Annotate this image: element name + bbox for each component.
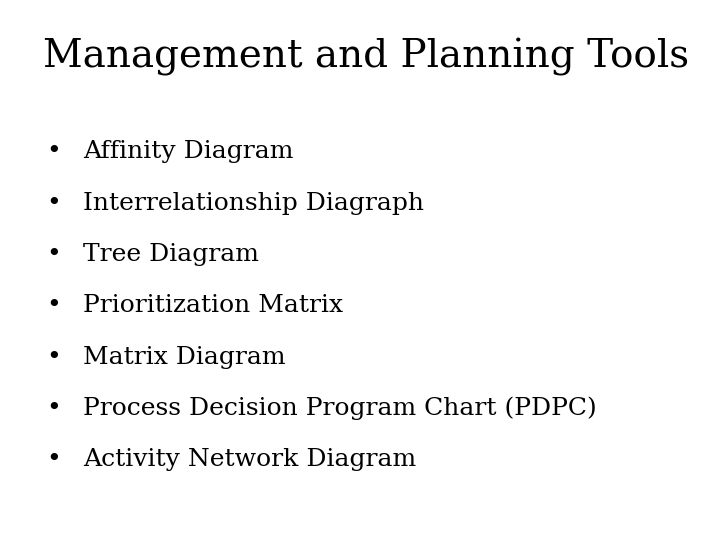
Text: Activity Network Diagram: Activity Network Diagram (83, 448, 416, 471)
Text: •: • (47, 448, 61, 471)
Text: •: • (47, 346, 61, 369)
Text: •: • (47, 243, 61, 266)
Text: Tree Diagram: Tree Diagram (83, 243, 258, 266)
Text: Management and Planning Tools: Management and Planning Tools (43, 38, 689, 76)
Text: Interrelationship Diagraph: Interrelationship Diagraph (83, 192, 424, 215)
Text: Affinity Diagram: Affinity Diagram (83, 140, 293, 164)
Text: Process Decision Program Chart (PDPC): Process Decision Program Chart (PDPC) (83, 397, 597, 421)
Text: •: • (47, 192, 61, 215)
Text: •: • (47, 294, 61, 318)
Text: Matrix Diagram: Matrix Diagram (83, 346, 285, 369)
Text: Prioritization Matrix: Prioritization Matrix (83, 294, 343, 318)
Text: •: • (47, 397, 61, 420)
Text: •: • (47, 140, 61, 164)
